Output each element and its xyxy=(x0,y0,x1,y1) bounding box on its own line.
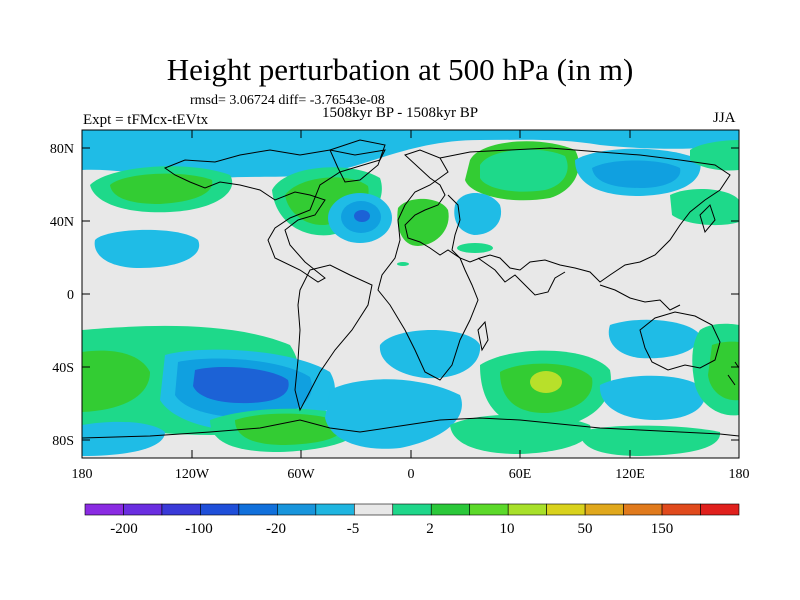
colorbar-label-2: 2 xyxy=(426,521,434,537)
colorbar-label-neg100: -100 xyxy=(185,521,213,537)
colorbar-swatch xyxy=(430,503,471,516)
colorbar-swatch xyxy=(661,503,701,516)
contour-deepblue-atlantic xyxy=(354,210,370,222)
colorbar-swatch xyxy=(623,503,663,516)
stats-line: rmsd= 3.06724 diff= -3.76543e-08 xyxy=(190,93,385,108)
coast-asia xyxy=(439,147,731,283)
map-title: Height perturbation at 500 hPa (in m) xyxy=(166,52,634,87)
colorbar-label-10: 10 xyxy=(500,521,515,537)
contour-yellowgreen-indian xyxy=(530,371,562,393)
contour-fields xyxy=(82,130,739,456)
contour-blue-australia-south xyxy=(608,319,700,359)
colorbar-swatch xyxy=(277,503,317,516)
coast-north-america xyxy=(163,149,386,283)
contour-green-india xyxy=(457,243,493,253)
coast-europe-africa xyxy=(377,149,479,381)
lat-label-40s: 40S xyxy=(52,361,74,376)
contour-deepblue-spacific xyxy=(193,367,289,404)
contour-green-antarctic-core xyxy=(235,413,345,445)
colorbar-swatch xyxy=(546,503,586,516)
colorbar-swatch xyxy=(84,503,124,516)
colorbar-swatch xyxy=(507,503,547,516)
colorbar-swatch xyxy=(315,503,355,516)
coast-antarctica xyxy=(82,417,739,439)
coast-se-asia xyxy=(599,284,681,311)
coast-greenland xyxy=(329,139,386,183)
lon-label-120w: 120W xyxy=(175,467,210,482)
colorbar-swatch xyxy=(123,503,163,516)
coast-madagascar xyxy=(477,320,489,352)
lon-label-0: 0 xyxy=(408,467,415,482)
lon-label-180w: 180 xyxy=(72,467,93,482)
contour-lightgreen-nasia xyxy=(480,149,568,192)
contour-blue-sindian xyxy=(599,375,706,420)
contour-blue-npacific-small xyxy=(94,229,200,268)
colorbar-swatch xyxy=(392,503,432,516)
lon-label-60w: 60W xyxy=(287,467,315,482)
contour-blue-asia xyxy=(454,192,502,235)
period-line: 1508kyr BP - 1508kyr BP xyxy=(322,105,479,121)
colorbar-swatch xyxy=(700,503,740,516)
coast-arabia-india xyxy=(477,257,566,296)
colorbar-label-neg20: -20 xyxy=(266,521,286,537)
contour-blue-swest xyxy=(82,421,165,456)
colorbar-label-50: 50 xyxy=(578,521,593,537)
contour-green-europe xyxy=(397,198,449,246)
lon-label-120e: 120E xyxy=(615,467,645,482)
lon-label-60e: 60E xyxy=(509,467,532,482)
season-label: JJA xyxy=(713,110,736,126)
coast-south-america xyxy=(294,264,373,412)
contour-green-sahara xyxy=(397,262,409,266)
colorbar-swatch xyxy=(353,503,394,516)
colorbar-swatch xyxy=(584,503,624,516)
lat-label-80s: 80S xyxy=(52,434,74,449)
lat-label-0: 0 xyxy=(67,288,74,303)
lat-labels: 80N 40N 0 40S 80S xyxy=(50,142,74,449)
lat-label-80n: 80N xyxy=(50,142,74,157)
colorbar-swatch xyxy=(238,503,278,516)
colorbar xyxy=(84,503,740,516)
contour-green-far-south xyxy=(580,425,721,456)
coastlines xyxy=(82,139,739,439)
colorbar-swatch xyxy=(161,503,201,516)
contour-green-sindian xyxy=(450,414,591,454)
lon-label-180e: 180 xyxy=(729,467,750,482)
colorbar-label-neg5: -5 xyxy=(347,521,360,537)
colorbar-label-neg200: -200 xyxy=(110,521,138,537)
colorbar-label-150: 150 xyxy=(651,521,674,537)
contour-blue-satlantic xyxy=(379,330,481,379)
contour-green-npacific-core xyxy=(110,173,213,204)
lon-labels: 180 120W 60W 0 60E 120E 180 xyxy=(72,467,750,482)
tick-marks xyxy=(81,130,740,458)
experiment-label: Expt = tFMcx-tEVtx xyxy=(83,112,209,128)
colorbar-swatch xyxy=(200,503,240,516)
coast-japan xyxy=(699,204,716,234)
contour-green-spacific-core xyxy=(82,350,150,412)
contour-blue-arctic xyxy=(82,130,739,179)
colorbar-labels: -200 -100 -20 -5 2 10 50 150 xyxy=(110,521,673,537)
contour-midblue-siberia xyxy=(592,160,681,188)
lat-label-40n: 40N xyxy=(50,215,74,230)
coast-australia xyxy=(639,311,721,371)
colorbar-swatch xyxy=(469,503,509,516)
